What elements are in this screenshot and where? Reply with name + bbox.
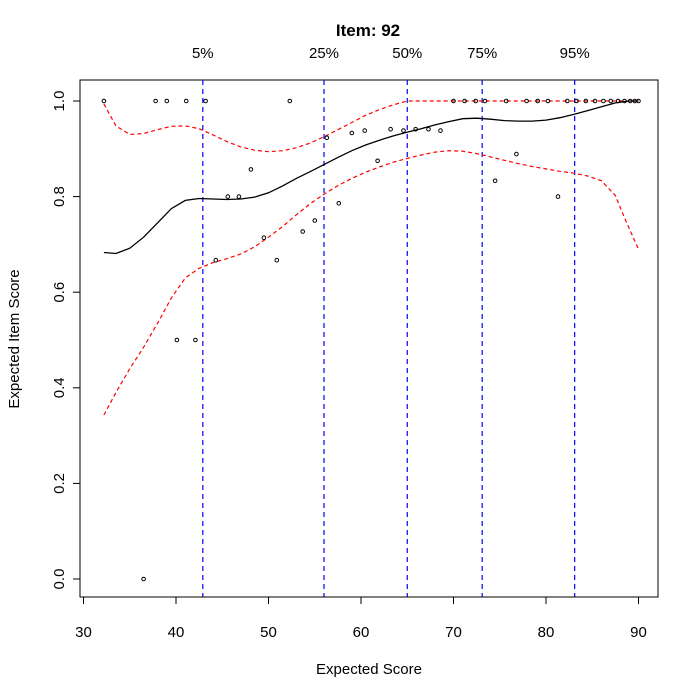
- y-tick-label: 0.6: [51, 282, 68, 303]
- data-point: [300, 229, 306, 234]
- data-point: [636, 98, 641, 104]
- data-point: [261, 235, 267, 240]
- data-point: [101, 98, 107, 104]
- data-point: [451, 98, 456, 104]
- percentile-label: 25%: [309, 45, 339, 62]
- data-point: [492, 178, 498, 184]
- data-point: [203, 98, 208, 104]
- percentile-label: 5%: [192, 45, 214, 62]
- observed-points: [101, 98, 641, 582]
- x-tick-label: 90: [630, 624, 647, 641]
- x-axis: 30 40 50 60 70 80 90: [75, 596, 647, 641]
- data-point: [482, 98, 488, 104]
- data-point: [555, 194, 561, 199]
- data-point: [336, 201, 342, 206]
- data-point: [592, 98, 598, 104]
- percentile-lines: [202, 80, 576, 597]
- x-tick-label: 60: [353, 624, 370, 641]
- data-point: [438, 128, 443, 133]
- x-tick-label: 40: [168, 624, 185, 641]
- y-tick-label: 0.8: [51, 186, 68, 207]
- data-point: [524, 98, 529, 104]
- y-axis: 0.0 0.2 0.4 0.6 0.8 1.0: [51, 91, 81, 590]
- y-tick-label: 0.4: [51, 377, 68, 398]
- y-axis-label: Expected Item Score: [6, 269, 23, 408]
- data-point: [225, 194, 231, 199]
- percentile-labels: 5% 25% 50% 75% 95%: [192, 45, 590, 62]
- y-tick-label: 1.0: [51, 91, 68, 112]
- fitted-curve: [103, 100, 639, 255]
- x-tick-label: 70: [445, 624, 462, 641]
- data-point: [514, 151, 519, 157]
- data-point: [574, 98, 579, 104]
- percentile-label: 75%: [467, 45, 497, 62]
- data-point: [287, 98, 293, 104]
- data-point: [312, 218, 318, 223]
- data-point: [473, 98, 479, 104]
- data-point: [193, 337, 198, 343]
- y-tick-label: 0.0: [51, 569, 68, 590]
- data-point: [362, 128, 368, 133]
- data-point: [236, 194, 242, 199]
- data-point: [565, 98, 570, 104]
- data-point: [141, 576, 146, 582]
- data-point: [601, 98, 606, 104]
- data-point: [375, 158, 380, 164]
- data-point: [388, 126, 393, 132]
- data-point: [503, 98, 509, 104]
- data-point: [413, 126, 418, 132]
- x-tick-label: 80: [538, 624, 555, 641]
- x-tick-label: 30: [75, 624, 92, 641]
- data-point: [164, 98, 170, 104]
- data-point: [401, 128, 406, 133]
- data-point: [426, 126, 431, 132]
- x-tick-label: 50: [260, 624, 277, 641]
- x-axis-label: Expected Score: [316, 661, 422, 678]
- fit-line: [103, 100, 639, 255]
- data-point: [622, 98, 627, 104]
- data-point: [274, 257, 280, 263]
- data-point: [248, 167, 254, 172]
- data-point: [349, 130, 355, 136]
- data-point: [324, 135, 330, 141]
- data-point: [183, 98, 189, 104]
- plot-frame: [79, 79, 659, 598]
- data-point: [615, 98, 621, 104]
- data-point: [153, 98, 158, 104]
- chart-title: Item: 92: [336, 21, 400, 40]
- confidence-band: [103, 100, 640, 416]
- data-point: [535, 98, 541, 104]
- data-point: [608, 98, 614, 104]
- data-point: [462, 98, 467, 104]
- data-point: [213, 257, 219, 263]
- lower-band-line: [103, 150, 640, 416]
- data-point: [545, 98, 551, 104]
- percentile-label: 50%: [392, 45, 422, 62]
- y-tick-label: 0.2: [51, 473, 68, 494]
- data-point: [627, 98, 633, 104]
- percentile-label: 95%: [560, 45, 590, 62]
- data-point: [583, 98, 589, 104]
- data-point: [174, 337, 180, 343]
- upper-band-line: [103, 100, 639, 153]
